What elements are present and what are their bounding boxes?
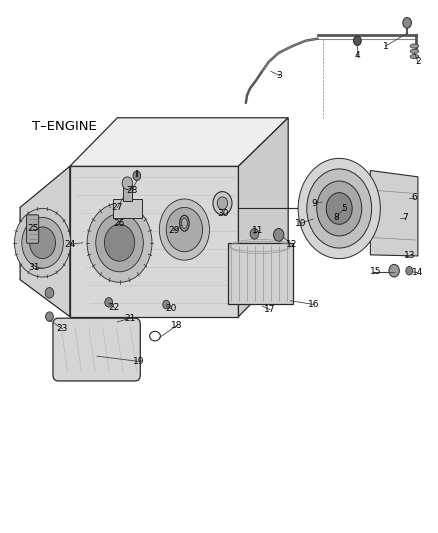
Circle shape	[403, 18, 411, 28]
Text: 6: 6	[412, 193, 417, 203]
Polygon shape	[228, 243, 293, 304]
Circle shape	[46, 312, 53, 321]
Text: 30: 30	[218, 209, 229, 218]
Circle shape	[250, 229, 259, 239]
Circle shape	[326, 192, 352, 224]
Circle shape	[104, 224, 134, 261]
Text: 17: 17	[264, 305, 276, 314]
Text: 4: 4	[355, 51, 360, 60]
Text: 1: 1	[383, 42, 389, 51]
Circle shape	[273, 229, 284, 241]
Circle shape	[22, 217, 64, 268]
Circle shape	[96, 214, 143, 272]
Text: 31: 31	[28, 263, 40, 272]
Text: 12: 12	[286, 240, 297, 249]
Circle shape	[389, 264, 399, 277]
Circle shape	[217, 197, 228, 209]
Text: 15: 15	[370, 267, 381, 276]
Text: 7: 7	[402, 214, 408, 222]
Text: 3: 3	[277, 71, 283, 80]
Ellipse shape	[410, 49, 419, 53]
Text: 16: 16	[308, 300, 320, 309]
Text: 11: 11	[252, 226, 264, 235]
Text: 28: 28	[126, 185, 138, 195]
Polygon shape	[113, 199, 142, 218]
Circle shape	[105, 297, 113, 307]
Text: 29: 29	[168, 226, 179, 235]
Circle shape	[163, 300, 170, 309]
Ellipse shape	[410, 44, 419, 48]
Text: 14: 14	[412, 268, 424, 277]
Ellipse shape	[410, 54, 419, 59]
Circle shape	[122, 177, 133, 190]
Polygon shape	[371, 171, 418, 256]
Text: 10: 10	[295, 219, 307, 228]
Circle shape	[353, 36, 361, 45]
Text: 20: 20	[166, 304, 177, 313]
FancyBboxPatch shape	[27, 215, 39, 243]
Text: 23: 23	[57, 324, 68, 333]
Text: 27: 27	[112, 203, 123, 212]
Polygon shape	[70, 118, 288, 166]
Text: 18: 18	[171, 321, 182, 330]
Circle shape	[45, 288, 54, 298]
Text: 8: 8	[334, 214, 339, 222]
Text: 21: 21	[125, 314, 136, 322]
Circle shape	[307, 169, 372, 248]
Text: 25: 25	[27, 224, 39, 233]
Circle shape	[14, 208, 71, 277]
Polygon shape	[20, 166, 70, 317]
Polygon shape	[70, 166, 238, 317]
Text: 26: 26	[113, 219, 124, 228]
Circle shape	[317, 181, 362, 236]
Text: 2: 2	[415, 58, 421, 66]
Text: T–ENGINE: T–ENGINE	[32, 120, 97, 133]
Circle shape	[30, 227, 56, 259]
Polygon shape	[238, 118, 288, 317]
Text: 13: 13	[403, 252, 415, 261]
Circle shape	[166, 207, 202, 252]
Text: 5: 5	[342, 204, 347, 213]
Text: 24: 24	[64, 240, 75, 249]
Circle shape	[133, 171, 141, 181]
Text: 22: 22	[109, 303, 120, 312]
Circle shape	[159, 199, 209, 260]
Circle shape	[406, 266, 413, 275]
Circle shape	[213, 191, 232, 215]
Polygon shape	[123, 185, 132, 200]
Text: 9: 9	[311, 199, 317, 208]
Circle shape	[87, 203, 152, 282]
Circle shape	[298, 158, 380, 259]
FancyBboxPatch shape	[53, 318, 140, 381]
Text: 19: 19	[133, 357, 145, 366]
Ellipse shape	[181, 218, 187, 229]
